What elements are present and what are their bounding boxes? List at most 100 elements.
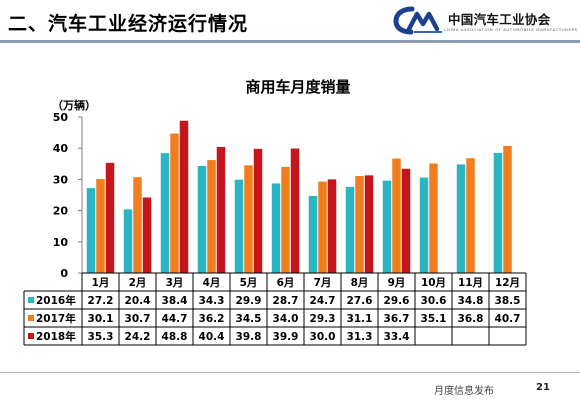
- data-table: 1月 2月 3月 4月 5月 6月 7月 8月 9月 10月 11月 12月 2016年 27.2 20.4…: [23, 272, 527, 346]
- bar-2017-3: [170, 133, 179, 273]
- value-2017-3: 44.7: [162, 313, 188, 325]
- value-2017-5: 34.5: [236, 313, 262, 325]
- category-label: 6月: [277, 277, 295, 289]
- legend-label-2017: 2017年: [36, 312, 76, 325]
- bar-2017-6: [281, 166, 290, 273]
- footer-text: 月度信息发布: [434, 386, 494, 397]
- bar-2018-8: [364, 175, 374, 273]
- caam-logo-mark-icon: [393, 6, 442, 35]
- sales-chart: 商用车月度销量 （万辆） 0 10 20 30 40 50 1月 2月 3月 4月 5月 6月 7月 8…: [23, 78, 527, 346]
- caam-logo: 中国汽车工业协会 CHINA ASSOCIATION OF AUTOMOBILE…: [392, 5, 580, 35]
- y-tick-label: 20: [53, 205, 69, 218]
- value-2016-5: 29.9: [236, 295, 262, 307]
- bar-2016-10: [419, 177, 429, 273]
- value-2017-11: 36.8: [458, 313, 484, 325]
- value-2017-2: 30.7: [125, 313, 151, 325]
- value-2018-6: 39.9: [273, 331, 299, 343]
- header-rule: [0, 40, 580, 43]
- category-label: 10月: [421, 277, 446, 289]
- category-label: 2月: [129, 277, 147, 289]
- bar-2016-5: [234, 179, 244, 273]
- bar-2016-9: [382, 180, 392, 273]
- bar-2017-5: [244, 165, 253, 273]
- category-label: 3月: [166, 277, 184, 289]
- value-2016-1: 27.2: [88, 295, 114, 307]
- footer-rule: [0, 372, 580, 373]
- bar-2018-1: [105, 162, 115, 273]
- value-2017-1: 30.1: [88, 313, 114, 325]
- bar-2016-1: [86, 188, 96, 273]
- value-2018-5: 39.8: [236, 331, 262, 343]
- bar-2016-6: [271, 183, 281, 273]
- logo-english-name: CHINA ASSOCIATION OF AUTOMOBILE MANUFACT…: [444, 27, 578, 32]
- legend-label-2016: 2016年: [36, 294, 76, 307]
- bar-2016-2: [123, 209, 133, 273]
- value-2018-8: 31.3: [347, 331, 373, 343]
- bar-2017-12: [503, 146, 512, 273]
- category-label: 9月: [388, 277, 406, 289]
- bar-2018-4: [216, 146, 226, 273]
- category-label: 1月: [92, 277, 110, 289]
- bar-2017-1: [96, 179, 105, 273]
- bar-2017-4: [207, 160, 216, 273]
- value-2016-12: 38.5: [495, 295, 521, 307]
- bar-2016-4: [197, 165, 207, 273]
- bar-2017-9: [392, 158, 401, 273]
- value-2018-7: 30.0: [310, 331, 336, 343]
- page-number: 21: [536, 382, 550, 393]
- bar-2017-8: [355, 175, 364, 273]
- bar-2016-7: [308, 195, 318, 273]
- category-label: 11月: [458, 277, 483, 289]
- value-2017-10: 35.1: [421, 313, 447, 325]
- bar-2017-10: [429, 163, 438, 273]
- legend-label-2018: 2018年: [36, 330, 76, 343]
- value-2018-2: 24.2: [125, 331, 151, 343]
- bar-2017-7: [318, 181, 327, 273]
- value-2018-1: 35.3: [88, 331, 114, 343]
- category-label: 7月: [314, 277, 332, 289]
- y-tick-label: 50: [53, 111, 69, 124]
- value-2018-4: 40.4: [199, 331, 225, 343]
- section-title: 二、汽车工业经济运行情况: [8, 13, 249, 35]
- category-label: 4月: [203, 277, 221, 289]
- bar-2016-3: [160, 153, 170, 273]
- value-2016-3: 38.4: [162, 295, 188, 307]
- value-2017-7: 29.3: [310, 313, 336, 325]
- value-2016-8: 27.6: [347, 295, 373, 307]
- value-2017-4: 36.2: [199, 313, 225, 325]
- bar-2017-11: [466, 158, 475, 273]
- value-2016-4: 34.3: [199, 295, 225, 307]
- bar-2018-3: [179, 120, 189, 273]
- bar-2016-11: [456, 164, 466, 273]
- bar-2018-9: [401, 168, 411, 273]
- value-2016-2: 20.4: [125, 295, 151, 307]
- y-tick-label: 40: [53, 142, 69, 155]
- legend-swatch-2018: [28, 333, 34, 339]
- value-2016-9: 29.6: [384, 295, 410, 307]
- value-2017-6: 34.0: [273, 313, 299, 325]
- bar-2017-2: [133, 177, 142, 273]
- value-2017-9: 36.7: [384, 313, 410, 325]
- y-tick-label: 10: [53, 236, 69, 249]
- bar-2016-8: [345, 186, 355, 273]
- value-2016-10: 30.6: [421, 295, 447, 307]
- category-label: 12月: [495, 277, 520, 289]
- value-2016-7: 24.7: [310, 295, 336, 307]
- y-tick-label: 30: [53, 173, 69, 186]
- category-label: 8月: [351, 277, 369, 289]
- value-2016-11: 34.8: [458, 295, 484, 307]
- value-2016-6: 28.7: [273, 295, 299, 307]
- bar-2018-5: [253, 148, 263, 273]
- legend-swatch-2016: [28, 297, 34, 303]
- logo-name: 中国汽车工业协会: [448, 12, 551, 27]
- bar-2018-6: [290, 148, 300, 273]
- value-2017-8: 31.1: [347, 313, 373, 325]
- bar-2018-7: [327, 179, 337, 273]
- y-tick-label: 0: [60, 267, 68, 280]
- legend-swatch-2017: [28, 315, 34, 321]
- y-axis: 0 10 20 30 40 50: [53, 111, 83, 280]
- bar-2016-12: [493, 152, 503, 273]
- unit-label: （万辆）: [52, 98, 96, 112]
- value-2017-12: 40.7: [495, 313, 521, 325]
- category-label: 5月: [240, 277, 258, 289]
